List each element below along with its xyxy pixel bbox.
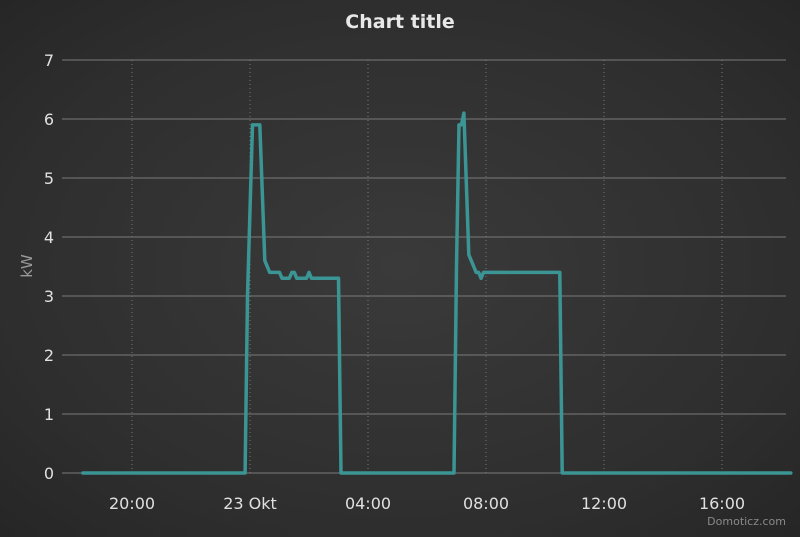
y-tick-label: 2 [44,346,54,365]
y-tick-label: 1 [44,405,54,424]
x-tick-label: 08:00 [463,494,509,513]
y-tick-label: 6 [44,110,54,129]
credit-label: Domoticz.com [707,515,786,528]
y-tick-label: 4 [44,228,54,247]
x-tick-label: 04:00 [345,494,391,513]
series-line [81,111,793,475]
y-tick-label: 3 [44,287,54,306]
x-tick-label: 16:00 [699,494,745,513]
y-tick-label: 5 [44,169,54,188]
y-axis: 0 1 2 3 4 5 6 7 [44,51,54,483]
y-tick-label: 7 [44,51,54,70]
x-tick-label: 23 Okt [223,494,277,513]
x-tick-label: 12:00 [581,494,627,513]
grid [62,59,786,474]
x-tick-label: 20:00 [109,494,155,513]
x-axis: 20:00 23 Okt 04:00 08:00 12:00 16:00 [109,494,745,513]
chart-title: Chart title [345,11,454,33]
y-axis-label: kW [18,254,36,278]
y-tick-label: 0 [44,464,54,483]
series-group [81,111,793,475]
